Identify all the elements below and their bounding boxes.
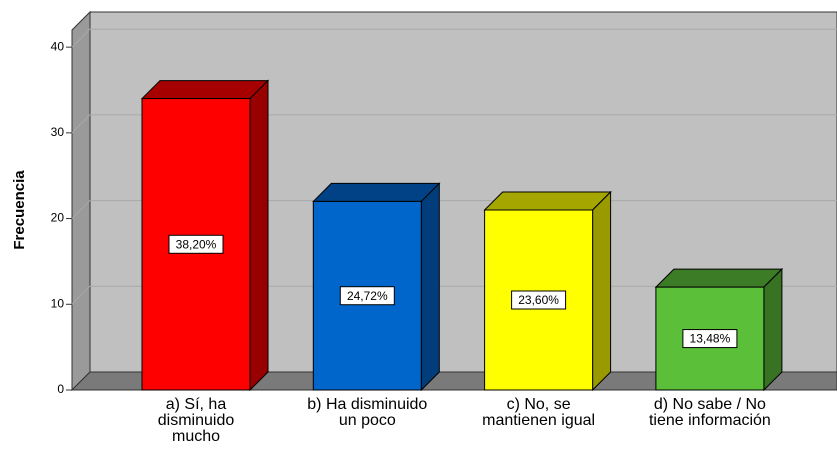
value-label: 38,20% [176,237,217,251]
x-tick-label: a) Sí, ha disminuido mucho [157,396,235,445]
y-axis-label: Frecuencia [11,170,28,250]
value-label: 23,60% [518,293,559,307]
value-label-box [682,329,738,349]
bar-top [483,191,612,211]
x-tick-label: b) Ha disminuido un poco [307,396,428,429]
y-tick-label: 0 [57,382,64,396]
x-tick-label: c) No, se mantienen igual [482,396,596,429]
y-tick-label: 30 [51,125,65,139]
y-tick-label: 20 [51,211,65,225]
bar-side [420,182,440,392]
x-tick-label: d) No sabe / No tiene información [648,396,771,429]
bar-side [249,79,269,392]
grid-line [71,114,837,134]
bar-top [654,268,784,288]
value-label-box [511,290,567,310]
side-wall [71,10,91,392]
bar-top [140,80,270,100]
value-label-box [168,234,224,254]
bar-top [312,182,441,202]
y-tick-label: 10 [51,296,65,310]
grid-line [71,28,837,48]
bar-side [763,267,783,392]
bar-side [592,190,612,392]
value-label: 24,72% [347,289,388,303]
value-label: 13,48% [690,332,731,346]
y-tick-label: 40 [51,39,65,53]
value-label-box [339,286,395,306]
